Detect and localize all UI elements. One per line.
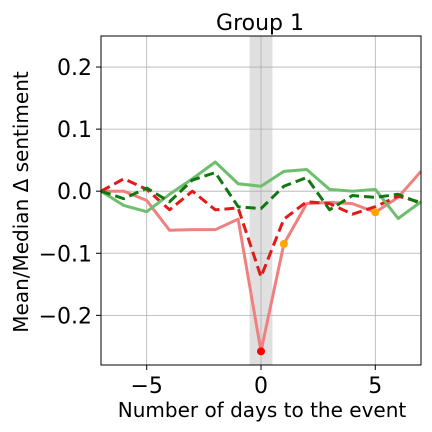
data-point-marker — [371, 208, 380, 217]
x-tick-label: 5 — [368, 374, 382, 399]
data-point-marker — [279, 239, 288, 248]
x-tick-label: 0 — [254, 374, 268, 399]
y-tick-label: −0.2 — [39, 304, 92, 329]
y-axis-label: Mean/Median Δ sentiment — [9, 71, 33, 333]
data-point-marker — [257, 347, 265, 356]
chart-title: Group 1 — [216, 11, 304, 36]
x-axis-label: Number of days to the event — [118, 398, 407, 422]
series-line-3 — [100, 160, 422, 220]
y-tick-label: 0.0 — [57, 180, 92, 205]
series-line-2 — [100, 177, 422, 279]
series-line-4 — [100, 171, 422, 212]
y-tick-label: 0.1 — [57, 118, 92, 143]
y-tick-label: 0.2 — [57, 56, 92, 81]
y-tick-label: −0.1 — [39, 242, 92, 267]
x-tick-label: −5 — [130, 374, 162, 399]
plot-area: −5 0 5 0.2 0.1 0.0 −0.1 −0.2 — [39, 35, 423, 399]
